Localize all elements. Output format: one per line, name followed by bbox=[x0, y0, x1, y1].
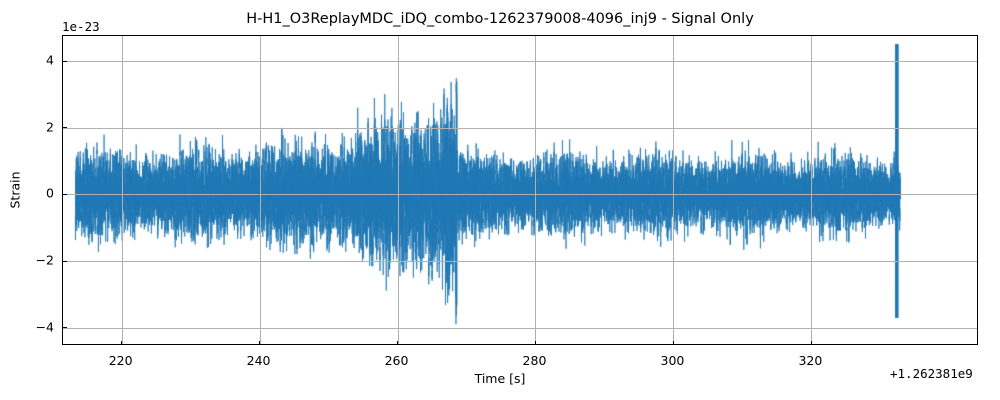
gridline-vertical bbox=[259, 36, 261, 344]
y-tick-label: −2 bbox=[35, 252, 54, 268]
y-axis-exponent-label: 1e-23 bbox=[62, 19, 100, 34]
x-tick-label: 280 bbox=[522, 353, 547, 368]
y-axis-title: Strain bbox=[7, 171, 23, 209]
x-tick-mark bbox=[810, 340, 813, 344]
gridline-horizontal bbox=[63, 61, 977, 62]
x-tick-label: 220 bbox=[108, 353, 133, 368]
gridline-horizontal bbox=[63, 327, 977, 329]
gridline-horizontal bbox=[63, 127, 977, 129]
x-tick-mark bbox=[534, 340, 537, 344]
x-axis-offset-label: +1.262381e9 bbox=[890, 366, 973, 381]
plot-area bbox=[62, 35, 978, 345]
y-tick-label: 2 bbox=[46, 119, 54, 135]
y-tick-mark bbox=[63, 60, 67, 62]
y-tick-label: 0 bbox=[46, 185, 54, 201]
y-tick-mark bbox=[63, 127, 67, 129]
x-tick-label: 260 bbox=[384, 353, 409, 368]
y-tick-mark bbox=[63, 193, 67, 196]
y-tick-mark bbox=[63, 327, 67, 329]
x-tick-label: 300 bbox=[660, 353, 685, 368]
x-tick-mark bbox=[672, 340, 675, 344]
chart-title: H-H1_O3ReplayMDC_iDQ_combo-1262379008-40… bbox=[246, 11, 754, 27]
gridline-vertical bbox=[811, 36, 813, 344]
y-tick-mark bbox=[63, 260, 67, 262]
strain-waveform-trace bbox=[63, 36, 977, 344]
gridline-vertical bbox=[673, 36, 675, 344]
gridline-vertical bbox=[535, 36, 537, 344]
x-tick-mark bbox=[121, 340, 123, 344]
y-tick-label: 4 bbox=[46, 52, 54, 68]
gridline-vertical bbox=[121, 36, 123, 344]
gridline-horizontal bbox=[63, 194, 977, 196]
x-axis-title: Time [s] bbox=[474, 371, 526, 386]
x-tick-label: 320 bbox=[798, 353, 823, 368]
x-tick-mark bbox=[397, 340, 399, 344]
x-tick-mark bbox=[259, 340, 261, 344]
y-tick-label: −4 bbox=[35, 319, 54, 335]
gridline-horizontal bbox=[63, 261, 977, 262]
gridline-vertical bbox=[397, 36, 399, 344]
x-tick-label: 240 bbox=[246, 353, 271, 368]
